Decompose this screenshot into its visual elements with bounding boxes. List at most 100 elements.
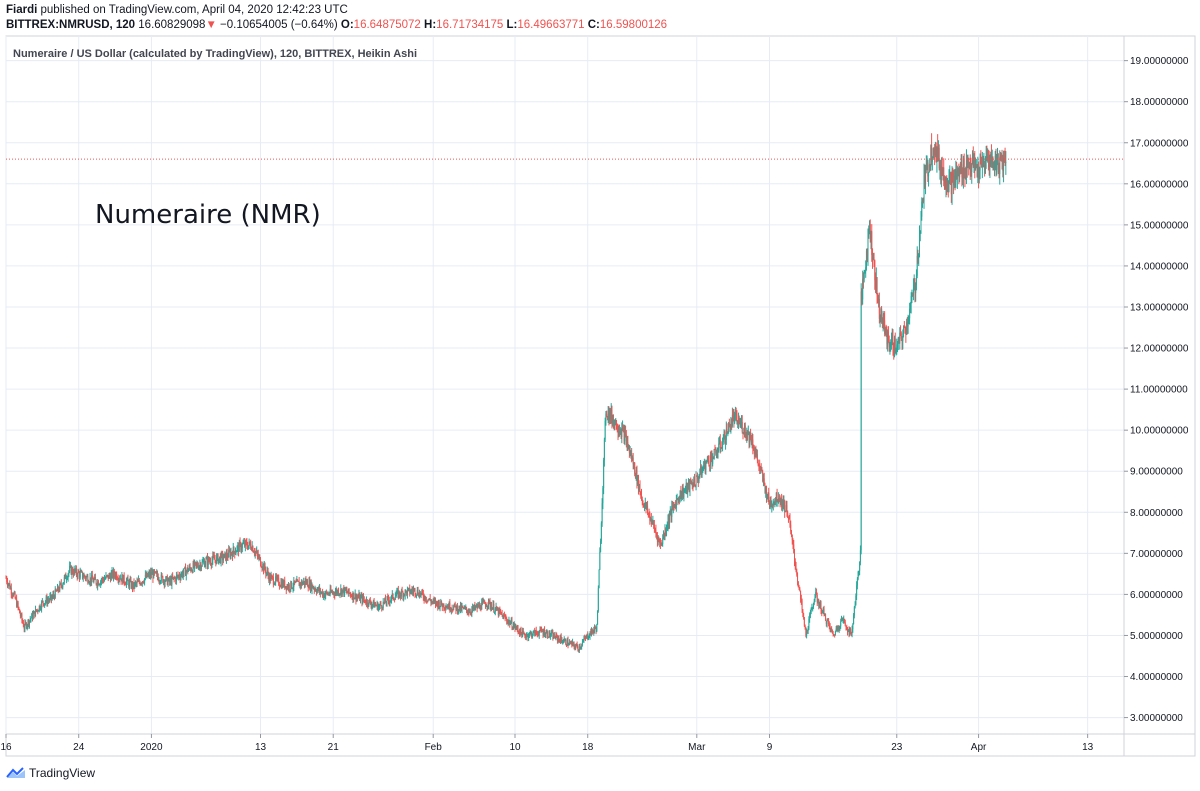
y-axis[interactable]: 19.00000000 18.00000000 17.00000000 16.0000… — [1124, 56, 1189, 724]
candle-body — [512, 625, 514, 629]
candle-body — [778, 498, 780, 502]
candle-body — [685, 483, 687, 490]
candle-body — [585, 635, 587, 639]
candle-body — [172, 576, 174, 579]
candle-body — [826, 619, 828, 624]
candle-body — [858, 570, 860, 572]
candle-body — [215, 559, 217, 564]
candle-body — [135, 582, 137, 584]
candle-body — [989, 159, 991, 168]
candle-body — [551, 632, 553, 634]
candle-body — [976, 164, 978, 177]
candle-body — [468, 612, 470, 614]
candle-body — [374, 604, 376, 608]
candle-body — [814, 597, 816, 602]
candle-body — [129, 579, 131, 582]
candle-body — [208, 557, 210, 562]
candle-body — [324, 594, 326, 598]
candle-body — [403, 593, 405, 598]
candle-body — [62, 584, 64, 588]
candle-body — [734, 414, 736, 423]
x-axis[interactable]: 16 24 2020 13 21 Feb 10 18 Mar 9 23 Apr 13 — [0, 734, 1094, 753]
candle-body — [534, 630, 536, 636]
candle-body — [489, 601, 491, 608]
candle-body — [92, 579, 94, 583]
candle-body — [159, 580, 161, 583]
candle-body — [639, 485, 641, 493]
candle-body — [908, 318, 910, 322]
candle-body — [893, 338, 895, 353]
candle-body — [414, 588, 416, 595]
candle-body — [233, 547, 235, 552]
candle-body — [296, 579, 298, 582]
candle-body — [765, 486, 767, 499]
candle-body — [16, 602, 18, 607]
candle-body — [407, 588, 409, 590]
author-name[interactable]: Fiardi — [6, 4, 38, 16]
candle-body — [848, 629, 850, 635]
candle-body — [657, 537, 659, 542]
candle-body — [279, 585, 281, 587]
candle-body — [950, 172, 952, 175]
candle-body — [161, 574, 163, 577]
candle-body — [617, 430, 619, 434]
candle-body — [834, 635, 836, 637]
candle-body — [723, 431, 725, 439]
candle-body — [886, 335, 888, 345]
candle-body — [569, 642, 571, 644]
candle-body — [697, 475, 699, 479]
candle-body — [216, 554, 218, 557]
candle-body — [422, 593, 424, 598]
candle-body — [400, 590, 402, 597]
candle-body — [35, 609, 37, 617]
candle-body — [153, 570, 155, 579]
candle-body — [249, 541, 251, 545]
candle-body — [918, 233, 920, 254]
candle-body — [573, 643, 575, 647]
candle-body — [120, 578, 122, 582]
candle-body — [172, 577, 174, 579]
candle-body — [637, 475, 639, 491]
candle-body — [10, 587, 12, 589]
candle-body — [865, 267, 867, 272]
footer-brand[interactable]: TradingView — [29, 766, 96, 780]
candle-body — [677, 498, 679, 500]
candle-body — [837, 626, 839, 630]
candle-body — [965, 176, 967, 180]
candle-body — [845, 625, 847, 628]
candle-body — [367, 604, 369, 606]
candle-body — [614, 420, 616, 426]
candle-body — [384, 598, 386, 603]
candle-body — [967, 165, 969, 169]
candle-body — [506, 621, 508, 624]
candle-body — [959, 166, 961, 173]
candle-body — [837, 626, 839, 631]
candle-body — [326, 592, 328, 595]
candle-body — [843, 619, 845, 621]
candle-body — [137, 581, 139, 583]
candle-body — [515, 627, 517, 629]
candle-body — [109, 574, 111, 577]
candle-body — [544, 635, 546, 637]
candle-body — [555, 634, 557, 639]
candle-body — [625, 431, 627, 435]
candle-body — [176, 575, 178, 577]
candle-body — [188, 569, 190, 572]
candle-body — [492, 604, 494, 608]
candle-body — [537, 634, 539, 636]
candle-body — [168, 577, 170, 581]
candle-body — [549, 631, 551, 637]
candle-body — [559, 636, 561, 643]
candle-body — [582, 640, 584, 643]
candle-body — [447, 606, 449, 608]
candle-body — [60, 583, 62, 585]
candle-body — [787, 512, 789, 518]
candle-body — [481, 602, 483, 610]
candle-body — [556, 634, 558, 636]
candle-body — [391, 595, 393, 600]
candle-body — [191, 570, 193, 573]
candle-body — [301, 581, 303, 585]
candle-body — [877, 296, 879, 301]
candle-body — [464, 607, 466, 609]
